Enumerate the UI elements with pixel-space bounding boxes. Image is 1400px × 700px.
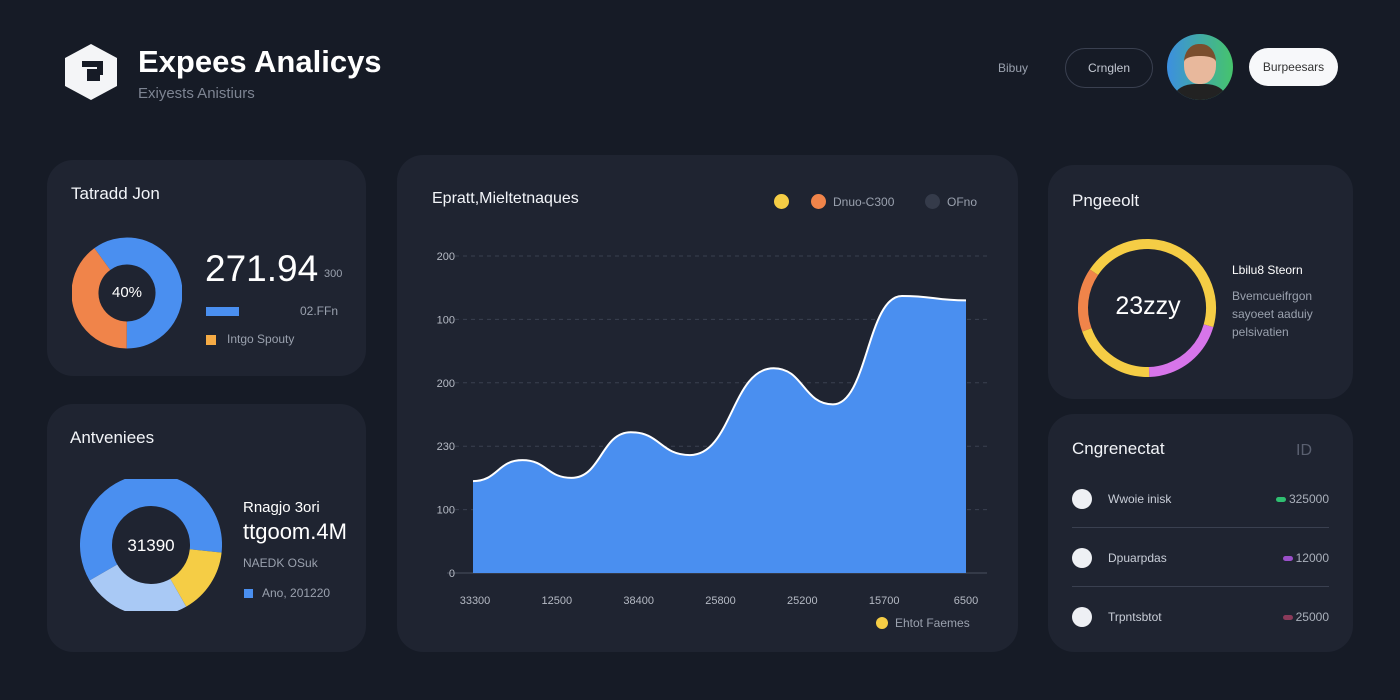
brand-name: Expees Analicys (138, 44, 382, 79)
x-tick-label: 25200 (787, 595, 818, 607)
side-text: sayoeet aaduiy (1232, 307, 1313, 321)
card-title: Tatradd Jon (71, 184, 160, 203)
item-value-wrap: 325000 (1275, 491, 1329, 506)
donut-chart (72, 237, 182, 349)
item-label: Wwoie inisk (1108, 491, 1172, 506)
legend-swatch-orange (206, 335, 216, 345)
y-tick-label: 100 (437, 314, 455, 326)
item-label: Trpntsbtot (1108, 610, 1162, 624)
nav-link[interactable]: Bibuy (998, 61, 1029, 75)
side-title: Lbilu8 Steorn (1232, 263, 1303, 277)
side-text: Bvemcueifrgon (1232, 289, 1313, 303)
y-tick-label: 200 (437, 251, 455, 263)
ring-label: 23zzy (1115, 292, 1181, 320)
area-chart: 0 100 230 200 100 200 33300 12500 38400 25800 2520… (437, 251, 987, 607)
x-tick-label: 15700 (869, 595, 900, 607)
item-value: 325000 (1288, 491, 1329, 506)
legend-label: Intgo Spouty (227, 332, 295, 346)
donut-slice (1078, 239, 1216, 377)
legend-swatch-blue (206, 307, 239, 316)
x-tick-label: 38400 (623, 595, 654, 607)
list-item[interactable]: Trpntsbtot 25000 (1072, 588, 1329, 646)
legend-dot-yellow (774, 194, 789, 209)
legend-label: Ano, 201220 (262, 586, 331, 600)
avatar-face (1184, 44, 1216, 84)
y-tick-label: 0 (449, 568, 455, 580)
card-menu-icon[interactable]: ID (1296, 442, 1312, 459)
item-value-wrap: 12000 (1282, 550, 1329, 565)
x-tick-label: 33300 (460, 595, 491, 607)
stat-label: Rnagjo 3ori (243, 499, 320, 516)
stat-value: ttgoom.4M (243, 519, 347, 544)
progress-card: Pngeeolt 23zzy Lbilu8 Steorn Bvemcueifrg… (1048, 165, 1353, 399)
donut-slice (80, 479, 222, 611)
donut-label: 31390 (127, 536, 175, 555)
transactions-card: Cngrenectat ID Wwoie inisk 325000 Dpuarp… (1048, 414, 1353, 652)
donut-label: 40% (111, 284, 143, 301)
list-item[interactable]: Wwoie inisk 325000 (1072, 470, 1329, 528)
card-title: Pngeeolt (1072, 191, 1140, 210)
item-icon (1072, 607, 1092, 627)
y-tick-label: 230 (437, 441, 455, 453)
item-value: 25000 (1295, 610, 1329, 624)
donut-slice (1078, 239, 1216, 377)
primary-button[interactable]: Burpeesars (1249, 48, 1338, 86)
item-value: 12000 (1295, 550, 1329, 565)
x-tick-label: 12500 (542, 595, 573, 607)
status-dot (1282, 615, 1293, 621)
donut-slice (80, 479, 222, 611)
y-tick-label: 100 (437, 505, 455, 517)
list-item[interactable]: Dpuarpdas 12000 (1072, 529, 1329, 587)
sub-label: NAEDK OSuk (243, 556, 318, 570)
legend-label: Dnuo-C300 (833, 195, 895, 209)
status-dot (1275, 496, 1286, 502)
avatar-shoulders (1175, 84, 1225, 100)
summary-card-1: Tatradd Jon 40% 271.94 300 02.FFn Intgo … (47, 160, 366, 376)
legend-label: OFno (947, 195, 978, 209)
status-dot (1282, 555, 1293, 561)
y-tick-label: 200 (437, 378, 455, 390)
brand-subtitle: Exiyests Anistiurs (138, 85, 255, 102)
legend-label: 02.FFn (300, 304, 339, 318)
donut-slice (72, 237, 182, 349)
unit-label: 300 (324, 268, 343, 280)
big-value: 271.94 (205, 248, 319, 289)
area-chart-card: Epratt,Mieltetnaques Dnuo-C300 OFno 0 100… (397, 155, 1018, 652)
footer-legend-dot (876, 617, 888, 629)
item-label: Dpuarpdas (1108, 550, 1167, 565)
x-tick-label: 6500 (954, 595, 978, 607)
item-value-wrap: 25000 (1282, 610, 1329, 624)
item-icon (1072, 547, 1092, 568)
footer-legend-label: Ehtot Faemes (895, 616, 970, 630)
item-icon (1072, 488, 1092, 509)
outline-button[interactable]: Crnglen (1065, 48, 1153, 88)
x-tick-label: 25800 (705, 595, 736, 607)
donut-slice (1078, 239, 1216, 377)
ring-chart (1078, 239, 1216, 377)
logo-icon (62, 42, 120, 102)
legend-dot-orange (811, 194, 826, 209)
card-title: Cngrenectat (1072, 439, 1165, 458)
chart-title: Epratt,Mieltetnaques (432, 190, 579, 207)
area-fill (473, 295, 966, 573)
donut-chart (80, 479, 222, 611)
card-title: Antveniees (70, 428, 155, 447)
avatar[interactable] (1167, 34, 1233, 100)
side-text: pelsivatien (1232, 325, 1289, 339)
area-line (472, 294, 967, 483)
legend-swatch-blue (244, 589, 253, 598)
summary-card-2: Antveniees 31390 Rnagjo 3ori ttgoom.4M N… (47, 404, 366, 652)
legend-dot-gray (925, 194, 940, 209)
